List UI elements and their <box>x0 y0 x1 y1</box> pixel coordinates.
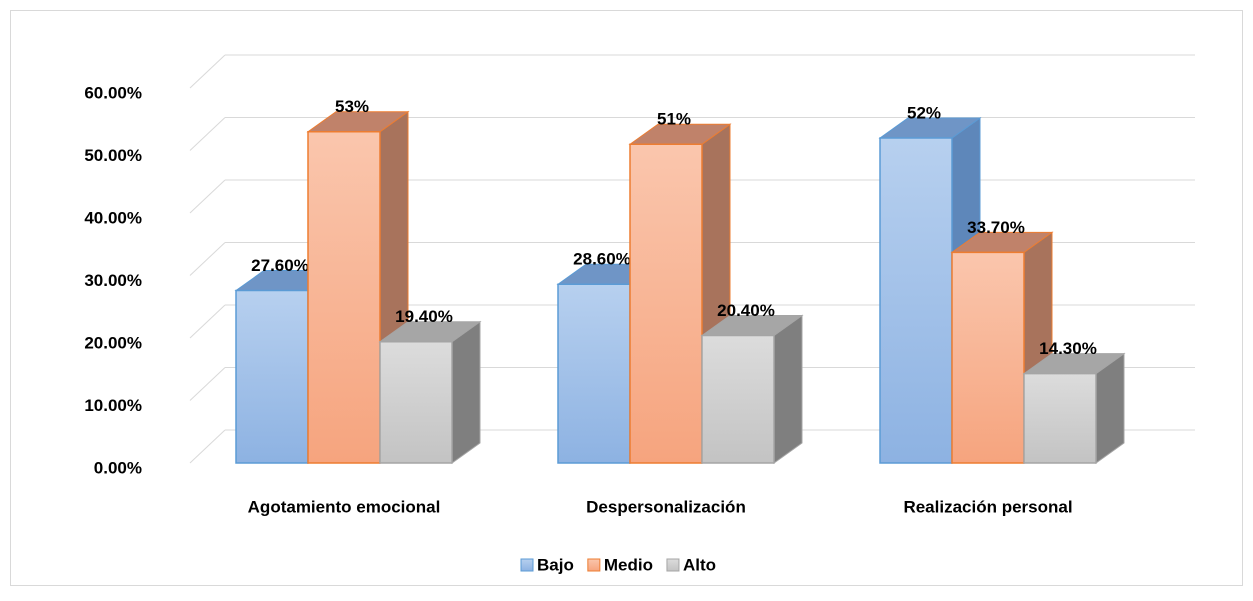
bar-side <box>773 314 803 464</box>
legend-swatch <box>666 558 680 572</box>
legend-label: Bajo <box>537 555 574 574</box>
data-label: 33.70% <box>967 218 1025 237</box>
bar <box>629 143 703 464</box>
legend-label: Alto <box>683 555 716 574</box>
grid-depth-line <box>189 54 226 89</box>
bar <box>235 289 309 464</box>
bar <box>951 251 1025 464</box>
legend-swatch <box>587 558 601 572</box>
grid-depth-line <box>189 367 226 401</box>
x-tick-label: Agotamiento emocional <box>248 497 441 516</box>
x-tick-label: Despersonalización <box>586 497 746 516</box>
y-tick-label: 20.00% <box>84 333 142 352</box>
grid-depth-line <box>189 117 226 151</box>
y-tick-label: 60.00% <box>84 83 142 102</box>
bar <box>307 131 381 464</box>
y-tick-label: 50.00% <box>84 146 142 165</box>
data-label: 14.30% <box>1039 339 1097 358</box>
data-label: 53% <box>335 97 369 116</box>
data-label: 19.40% <box>395 307 453 326</box>
bar <box>1023 372 1097 464</box>
legend-swatch <box>520 558 534 572</box>
y-tick-label: 0.00% <box>94 458 142 477</box>
bar <box>557 283 631 464</box>
grid-depth-line <box>189 242 226 276</box>
grid-depth-line <box>189 304 226 339</box>
y-tick-label: 40.00% <box>84 208 142 227</box>
bar <box>379 341 453 464</box>
bar-side <box>451 320 481 464</box>
bar <box>879 137 953 464</box>
data-label: 52% <box>907 103 941 122</box>
data-label: 27.60% <box>251 256 309 275</box>
y-tick-label: 30.00% <box>84 271 142 290</box>
x-tick-label: Realización personal <box>903 497 1072 516</box>
data-label: 20.40% <box>717 301 775 320</box>
legend-label: Medio <box>604 555 653 574</box>
data-label: 28.60% <box>573 250 631 269</box>
data-label: 51% <box>657 110 691 129</box>
bar <box>701 334 775 464</box>
grid-depth-line <box>189 429 226 464</box>
grid-depth-line <box>189 179 226 214</box>
y-tick-label: 10.00% <box>84 396 142 415</box>
